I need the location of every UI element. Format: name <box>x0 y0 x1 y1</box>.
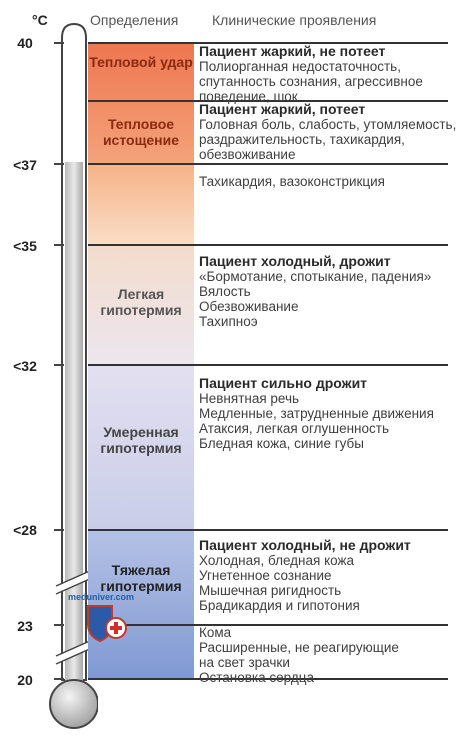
zone-line: Расширенные, не реагирующие <box>199 640 399 655</box>
zone-line: раздражительность, тахикардия, <box>199 132 405 147</box>
zone-line: Мышечная ригидность <box>199 583 342 598</box>
def-heat-exhaustion: Тепловое истощение <box>102 116 180 148</box>
tick-37: <37 <box>13 157 37 173</box>
def-heat-stroke: Тепловой удар <box>89 54 193 70</box>
tick-23: 23 <box>17 618 33 634</box>
tickmark <box>54 364 64 366</box>
zone-line: Бледная кожа, синие губы <box>199 436 364 451</box>
band-mild <box>88 244 194 364</box>
row-line-23 <box>88 624 448 626</box>
zone-title: Пациент сильно дрожит <box>199 375 368 391</box>
row-line-28 <box>88 529 448 531</box>
clinical-20-23: Кома Расширенные, не реагирующие на свет… <box>199 625 469 685</box>
zone-line: на свет зрачки <box>199 655 290 670</box>
zone-title: Пациент жаркий, потеет <box>199 101 366 117</box>
tickmark <box>54 163 64 165</box>
thermometer <box>49 22 98 729</box>
zone-line: Тахикардия, вазоконстрикция <box>199 174 385 189</box>
tickmark <box>54 244 64 246</box>
tick-40: 40 <box>17 35 33 51</box>
zone-line: Холодная, бледная кожа <box>199 553 355 568</box>
band-hot <box>88 42 194 164</box>
row-line-20 <box>88 678 448 680</box>
row-line-37 <box>88 163 448 165</box>
tickmark <box>54 678 64 680</box>
zone-title: Пациент холодный, дрожит <box>199 253 391 269</box>
zone-title: Пациент холодный, не дрожит <box>199 537 411 553</box>
zone-line: Невнятная речь <box>199 391 300 406</box>
tickmark <box>54 42 64 44</box>
band-severe <box>88 529 194 679</box>
band-moderate <box>88 364 194 529</box>
shield-cross-icon <box>87 605 127 642</box>
zone-line: Полиорганная недостаточность, <box>199 59 401 74</box>
clinical-header: Клинические проявления <box>212 12 377 28</box>
zone-line: поведение, шок <box>199 89 298 104</box>
zone-line: Обезвоживание <box>199 299 299 314</box>
zone-line: Остановка сердца <box>199 670 314 685</box>
tickmark <box>54 624 64 626</box>
def-severe-hypothermia: Тяжелая гипотермия <box>100 562 182 594</box>
row-line-heat <box>88 100 448 102</box>
watermark-text: meduniver.com <box>68 592 135 602</box>
clinical-severe-hypothermia: Пациент холодный, не дрожит Холодная, бл… <box>199 537 469 614</box>
row-line-35 <box>88 244 448 246</box>
zone-line: Брадикардия и гипотония <box>199 598 360 613</box>
clinical-37: Тахикардия, вазоконстрикция <box>199 174 469 189</box>
zone-line: «Бормотание, спотыкание, падения» <box>199 269 432 284</box>
clinical-heat-exhaustion: Пациент жаркий, потеет Головная боль, сл… <box>199 101 469 163</box>
unit-label: °C <box>32 12 48 28</box>
tick-28: <28 <box>13 522 37 538</box>
band-warm <box>88 164 194 244</box>
clinical-heat-stroke: Пациент жаркий, не потеет Полиорганная н… <box>199 43 469 105</box>
def-mild-hypothermia: Легкая гипотермия <box>100 286 182 318</box>
tick-20: 20 <box>17 672 33 688</box>
tickmark <box>54 529 64 531</box>
zone-line: Тахипноэ <box>199 314 258 329</box>
zone-line: Атаксия, легкая оглушенность <box>199 421 389 436</box>
zone-line: Медленные, затрудненные движения <box>199 406 434 421</box>
zone-line: обезвоживание <box>199 147 296 162</box>
zone-line: Кома <box>199 625 232 640</box>
clinical-mild-hypothermia: Пациент холодный, дрожит «Бормотание, сп… <box>199 253 469 330</box>
zone-title: Пациент жаркий, не потеет <box>199 43 386 59</box>
row-line-40 <box>88 42 448 44</box>
definitions-header: Определения <box>90 12 179 28</box>
zone-line: спутанность сознания, агрессивное <box>199 74 423 89</box>
tick-32: <32 <box>13 358 37 374</box>
row-line-32 <box>88 364 448 366</box>
zone-line: Головная боль, слабость, утомляемость, <box>199 117 457 132</box>
clinical-moderate-hypothermia: Пациент сильно дрожит Невнятная речь Мед… <box>199 375 469 452</box>
def-moderate-hypothermia: Умеренная гипотермия <box>100 424 182 456</box>
tick-35: <35 <box>13 238 37 254</box>
zone-line: Угнетенное сознание <box>199 568 332 583</box>
zone-line: Вялость <box>199 284 251 299</box>
